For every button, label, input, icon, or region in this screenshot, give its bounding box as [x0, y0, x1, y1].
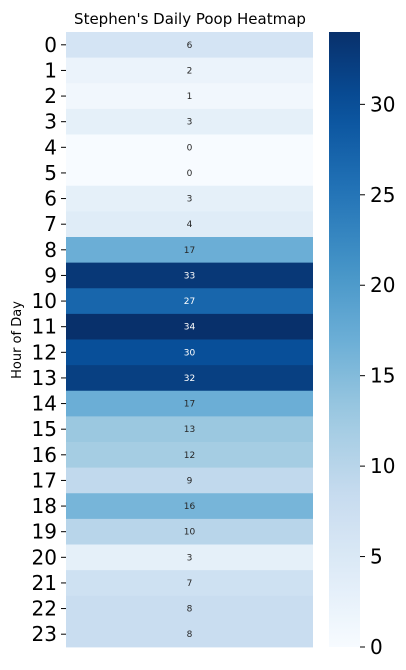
heatmap-cell: [66, 442, 313, 469]
y-tick-label: 15: [32, 417, 57, 441]
cell-annotation: 6: [187, 41, 193, 51]
cell-annotation: 27: [184, 297, 195, 307]
colorbar-ticks: 0 5 10 15 20 25 30: [360, 92, 395, 659]
colorbar-tick-label: 25: [370, 183, 395, 207]
y-tick-label: 14: [32, 392, 57, 416]
colorbar-tick-label: 10: [370, 454, 395, 478]
y-tick-label: 23: [32, 622, 57, 646]
y-tick-label: 6: [44, 187, 57, 211]
y-tick-label: 4: [44, 135, 57, 159]
heatmap-cell: [66, 288, 313, 315]
heatmap-cell: [66, 211, 313, 238]
cell-annotation: 10: [184, 528, 196, 538]
colorbar-tick-label: 0: [370, 635, 383, 659]
cell-annotation: 0: [187, 143, 193, 153]
y-tick-label: 11: [32, 315, 57, 339]
heatmap-cell: [66, 518, 313, 545]
heatmap-cell: [66, 416, 313, 443]
colorbar-tick-label: 5: [370, 545, 383, 569]
chart-title: Stephen's Daily Poop Heatmap: [74, 10, 306, 28]
cell-annotation: 12: [184, 451, 195, 461]
heatmap-cell: [66, 467, 313, 494]
y-axis-label: Hour of Day: [10, 301, 25, 379]
y-tick-label: 7: [44, 212, 57, 236]
cell-annotation: 17: [184, 400, 195, 410]
heatmap-cell: [66, 32, 313, 59]
heatmap-cell: [66, 570, 313, 597]
colorbar-tick-label: 20: [370, 273, 395, 297]
y-tick-label: 3: [44, 110, 57, 134]
y-tick-label: 17: [32, 468, 57, 492]
y-tick-label: 10: [32, 289, 57, 313]
y-tick-label: 22: [32, 597, 57, 621]
heatmap-cell: [66, 365, 313, 392]
heatmap-cell: [66, 544, 313, 571]
cell-annotation: 34: [184, 323, 196, 333]
heatmap-cell: [66, 237, 313, 264]
y-tick-label: 21: [32, 571, 57, 595]
heatmap-cell: [66, 493, 313, 520]
y-tick-label: 13: [32, 366, 57, 390]
y-tick-label: 0: [44, 33, 57, 57]
cell-annotation: 3: [187, 118, 193, 128]
y-tick-label: 20: [32, 545, 57, 569]
cell-annotation: 8: [187, 630, 193, 640]
cell-annotation: 33: [184, 271, 195, 281]
heatmap-cell: [66, 57, 313, 84]
colorbar-tick-label: 30: [370, 92, 395, 116]
y-tick-label: 19: [32, 520, 57, 544]
cell-annotation: 1: [187, 92, 193, 102]
cell-annotation: 13: [184, 425, 195, 435]
y-tick-label: 5: [44, 161, 57, 185]
cell-annotation: 3: [187, 553, 193, 563]
heatmap-cell: [66, 134, 313, 161]
heatmap-cell: [66, 390, 313, 417]
cell-annotation: 17: [184, 246, 195, 256]
cell-annotation: 3: [187, 195, 193, 205]
heatmap-cell: [66, 621, 313, 648]
heatmap-cells: [66, 32, 313, 648]
cell-annotation: 8: [187, 605, 193, 615]
y-tick-label: 2: [44, 84, 57, 108]
heatmap-cell: [66, 108, 313, 135]
heatmap-cell: [66, 595, 313, 622]
heatmap-cell: [66, 185, 313, 212]
y-tick-label: 9: [44, 263, 57, 287]
cell-annotation: 0: [187, 169, 193, 179]
y-tick-label: 8: [44, 238, 57, 262]
y-tick-label: 16: [32, 443, 57, 467]
y-tick-label: 1: [44, 58, 57, 82]
heatmap-cell: [66, 160, 313, 187]
cell-annotation: 7: [187, 579, 193, 589]
y-tick-label: 18: [32, 494, 57, 518]
cell-annotation: 30: [184, 348, 196, 358]
cell-annotation: 4: [187, 220, 193, 230]
colorbar-tick-label: 15: [370, 364, 395, 388]
heatmap-cell: [66, 83, 313, 110]
cell-annotation: 2: [187, 66, 193, 76]
cell-annotation: 16: [184, 502, 196, 512]
cell-annotation: 9: [187, 476, 193, 486]
cell-annotation: 32: [184, 374, 195, 384]
heatmap-cell: [66, 339, 313, 366]
colorbar: [329, 32, 360, 647]
heatmap-cell: [66, 262, 313, 289]
heatmap-cell: [66, 313, 313, 340]
y-tick-label: 12: [32, 340, 57, 364]
